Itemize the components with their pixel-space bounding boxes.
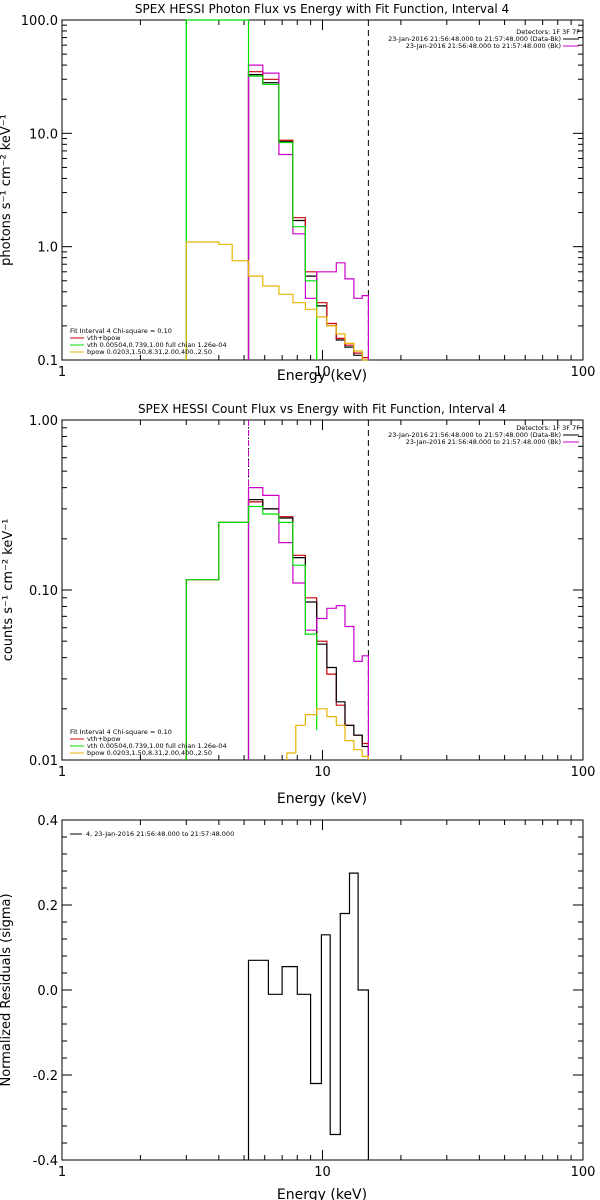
background-series [247,487,369,760]
y-axis-label: photons s⁻¹ cm⁻² keV⁻¹ [0,114,14,266]
y-tick-label: 1.0 [37,241,58,256]
interval-bk-label: 23-Jan-2016 21:56:48.000 to 21:57:48.000… [406,438,561,446]
detectors-label: Detectors: 1F 3F 7F [516,28,580,36]
x-tick-label: 100 [571,365,596,380]
y-tick-label: 0.2 [37,899,58,914]
y-axis-label: Normalized Residuals (sigma) [0,893,14,1086]
y-tick-label: -0.2 [33,1069,58,1084]
residual-legend-label: 4, 23-Jan-2016 21:56:48.000 to 21:57:48.… [86,830,234,838]
photon-flux-panel: SPEX HESSI Photon Flux vs Energy with Fi… [0,2,595,384]
y-tick-label: 100.0 [21,14,58,29]
x-tick-label: 10 [314,1165,331,1180]
y-tick-label: 0.10 [29,584,58,599]
x-tick-label: 10 [314,365,331,380]
x-axis-label: Energy (keV) [277,1187,367,1200]
count-flux-panel: SPEX HESSI Count Flux vs Energy with Fit… [1,402,595,807]
x-tick-label: 10 [314,765,331,780]
series-group [247,872,369,1160]
bpow-series [286,708,369,760]
y-tick-label: 0.0 [37,984,58,999]
x-tick-label: 100 [571,1165,596,1180]
fit-legend-label: bpow 0.0203,1.50,8.31,2.00,400.,2.50 [87,348,212,356]
fit-legend-header: Fit Interval 4 Chi-square = 0.10 [70,728,172,736]
x-tick-label: 1 [58,365,66,380]
bpow-series [185,241,369,361]
chart-title: SPEX HESSI Photon Flux vs Energy with Fi… [135,2,509,16]
interval-bk-label: 23-Jan-2016 21:56:48.000 to 21:57:48.000… [406,42,561,50]
fit-legend-label: vth+bpow [87,334,121,342]
axis-ticks: 1 10 100 0.1 1.0 10.0 100.0 [21,14,596,380]
background-series [247,64,369,360]
fit-legend: Fit Interval 4 Chi-square = 0.10vth+bpow… [70,327,227,356]
vth-series [185,19,318,360]
fit-legend-header: Fit Interval 4 Chi-square = 0.10 [70,327,172,335]
interval-data-label: 23-Jan-2016 21:56:48.000 to 21:57:48.000… [388,431,561,439]
y-tick-label: 0.01 [29,754,58,769]
axis-ticks: 1 10 100 0.01 0.10 1.00 [29,414,595,780]
fit-legend-label: bpow 0.0203,1.50,8.31,2.00,400.,2.50 [87,749,212,757]
fit-legend-label: vth+bpow [87,735,121,743]
fit-legend: Fit Interval 4 Chi-square = 0.10vth+bpow… [70,728,227,757]
residuals-panel: 1 10 100 -0.4 -0.2 0.0 0.2 0.4 Energy (keV) Nor… [0,814,595,1200]
fit-legend-label: vth 0.00504,0.739,1.00 full chian 1.26e-… [87,742,227,750]
x-axis-label: Energy (keV) [277,368,367,384]
y-axis-label: counts s⁻¹ cm⁻² keV⁻¹ [1,519,16,662]
interval-data-label: 23-Jan-2016 21:56:48.000 to 21:57:48.000… [388,35,561,43]
vth-series [185,505,318,760]
fit-legend-label: vth 0.00504,0.739,1.00 full chian 1.26e-… [87,341,227,349]
y-tick-label: 10.0 [29,127,58,142]
data-series [247,872,369,1160]
total-series [247,71,369,360]
detectors-label: Detectors: 1F 3F 7F [516,424,580,432]
y-tick-label: 0.4 [37,814,58,829]
x-tick-label: 1 [58,765,66,780]
y-tick-label: 1.00 [29,414,58,429]
chart-title: SPEX HESSI Count Flux vs Energy with Fit… [138,402,506,416]
x-axis-label: Energy (keV) [277,791,367,807]
y-tick-label: 0.1 [37,354,58,369]
x-tick-label: 100 [571,765,596,780]
x-tick-label: 1 [58,1165,66,1180]
data-series [247,499,369,760]
series-group [185,487,369,760]
axis-ticks: 1 10 100 -0.4 -0.2 0.0 0.2 0.4 [33,814,596,1180]
series-group [185,19,369,361]
y-tick-label: -0.4 [33,1154,58,1169]
